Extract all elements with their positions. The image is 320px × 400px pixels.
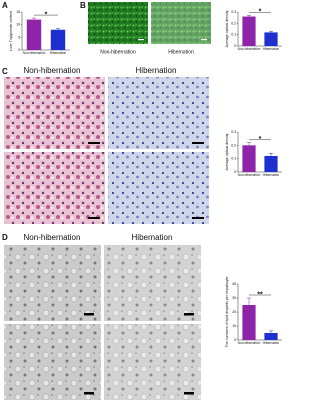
micrograph <box>4 77 105 149</box>
y-tick-label: 0 <box>234 338 236 342</box>
bar <box>242 16 256 46</box>
error-bar <box>32 17 36 20</box>
x-tick-label: Hibernation <box>263 173 280 177</box>
y-tick-label: 15 <box>16 10 20 14</box>
x-tick-label: Non-hibernation <box>238 47 261 51</box>
scale-bar <box>184 313 194 316</box>
y-tick-label: 0.2 <box>231 21 236 25</box>
significance-mark: * <box>45 11 48 18</box>
y-tick-label: 40 <box>232 282 236 286</box>
image-label: Hibernation <box>132 233 173 242</box>
image-label: Hibernation <box>168 49 194 55</box>
figure: A B C D Non-hibernation Hibernation Non-… <box>2 1 282 400</box>
micrograph <box>4 324 101 400</box>
y-tick-label: 30 <box>232 296 236 300</box>
bar <box>242 145 256 172</box>
bar <box>242 305 256 340</box>
y-tick-label: 0.2 <box>231 143 236 147</box>
scale-bar <box>192 142 204 144</box>
y-tick-label: 0.1 <box>231 33 236 37</box>
y-tick-label: 0 <box>18 48 20 52</box>
micrograph <box>4 245 101 321</box>
y-tick-label: 0 <box>234 170 236 174</box>
error-bar <box>247 142 251 146</box>
scale-bar <box>88 142 100 144</box>
micrograph <box>88 2 148 44</box>
micrograph <box>104 245 201 321</box>
scale-bar <box>84 392 94 395</box>
micrograph <box>4 152 105 224</box>
x-tick-label: Hibernation <box>50 51 67 55</box>
error-bar <box>247 297 251 305</box>
panel-letter: C <box>2 67 8 76</box>
y-tick-label: 0.3 <box>231 130 236 134</box>
y-tick-label: 10 <box>232 324 236 328</box>
scale-bar <box>88 217 100 219</box>
image-label: Non-hibernation <box>24 233 81 242</box>
bar <box>264 32 278 46</box>
y-tick-label: 20 <box>232 310 236 314</box>
micrograph <box>104 324 201 400</box>
y-tick-label: 10 <box>16 23 20 27</box>
y-tick-label: 0.3 <box>231 10 236 14</box>
x-tick-label: Non-hibernation <box>238 173 261 177</box>
significance-mark: * <box>259 9 262 16</box>
scale-bar <box>138 39 144 41</box>
panel-letter: A <box>2 1 8 10</box>
error-bar <box>269 153 273 156</box>
bar <box>264 156 278 172</box>
y-tick-label: 0 <box>234 44 236 48</box>
y-axis-label: Average optical density <box>225 10 229 47</box>
micrograph <box>108 152 209 224</box>
significance-mark: ** <box>257 291 263 298</box>
y-axis-label: Average optical density <box>225 133 229 170</box>
y-tick-label: 5 <box>18 35 20 39</box>
bar <box>26 19 42 50</box>
error-bar <box>247 15 251 17</box>
micrograph <box>151 2 211 44</box>
y-axis-label: The numbers of lipid droplets per hepato… <box>225 276 229 347</box>
image-label: Non-hibernation <box>100 49 136 55</box>
panel-letter: D <box>2 233 8 242</box>
error-bar <box>269 330 273 333</box>
image-label: Hibernation <box>136 66 177 75</box>
significance-mark: * <box>259 136 262 143</box>
error-bar <box>269 31 273 33</box>
scale-bar <box>201 39 207 41</box>
bar <box>264 333 278 340</box>
scale-bar <box>84 313 94 316</box>
y-axis-label: Liver Triglyceride content <box>9 11 13 51</box>
error-bar <box>56 28 60 30</box>
micrograph <box>108 77 209 149</box>
bar <box>50 29 66 50</box>
image-label: Non-hibernation <box>24 66 81 75</box>
x-tick-label: Hibernation <box>263 47 280 51</box>
x-tick-label: Non-hibernation <box>23 51 46 55</box>
panel-letter: B <box>80 1 86 10</box>
scale-bar <box>192 217 204 219</box>
x-tick-label: Hibernation <box>263 341 280 345</box>
x-tick-label: Non-hibernation <box>238 341 261 345</box>
scale-bar <box>184 392 194 395</box>
y-tick-label: 0.1 <box>231 157 236 161</box>
